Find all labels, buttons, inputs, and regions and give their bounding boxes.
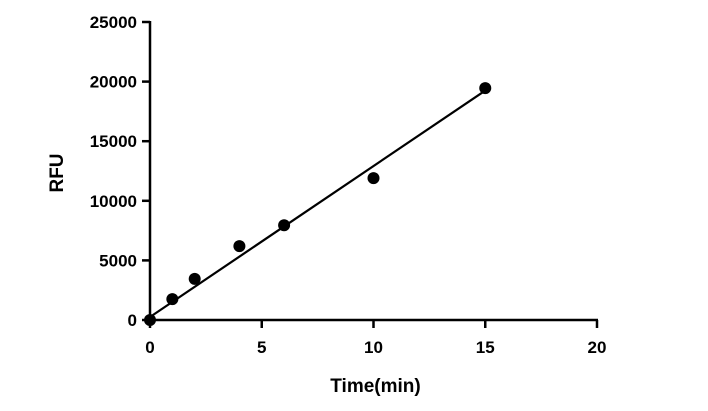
data-points — [144, 82, 492, 326]
x-tick-label: 20 — [588, 338, 607, 357]
y-tick-label: 25000 — [90, 13, 137, 32]
x-axis-title: Time(min) — [330, 376, 420, 397]
x-tick-label: 0 — [145, 338, 154, 357]
y-axis-ticks: 0 5000 10000 15000 20000 25000 — [90, 13, 150, 330]
fit-line-group — [149, 89, 486, 318]
data-point — [367, 172, 380, 185]
y-tick-label: 15000 — [90, 132, 137, 151]
x-tick-label: 5 — [257, 338, 266, 357]
data-point — [278, 219, 291, 232]
data-point — [144, 314, 156, 326]
x-tick-label: 15 — [476, 338, 495, 357]
x-axis-ticks: 0 5 10 15 20 — [145, 320, 606, 357]
x-tick-label: 10 — [364, 338, 383, 357]
data-point — [188, 272, 201, 285]
y-tick-label: 20000 — [90, 73, 137, 92]
data-point — [166, 293, 179, 306]
linear-fit-line — [149, 89, 486, 318]
y-axis-title: RFU — [47, 153, 68, 192]
y-tick-label: 10000 — [90, 192, 137, 211]
axes — [148, 21, 598, 322]
data-point — [233, 240, 246, 253]
data-point — [479, 82, 492, 95]
y-tick-label: 5000 — [99, 251, 137, 270]
y-tick-label: 0 — [128, 311, 137, 330]
